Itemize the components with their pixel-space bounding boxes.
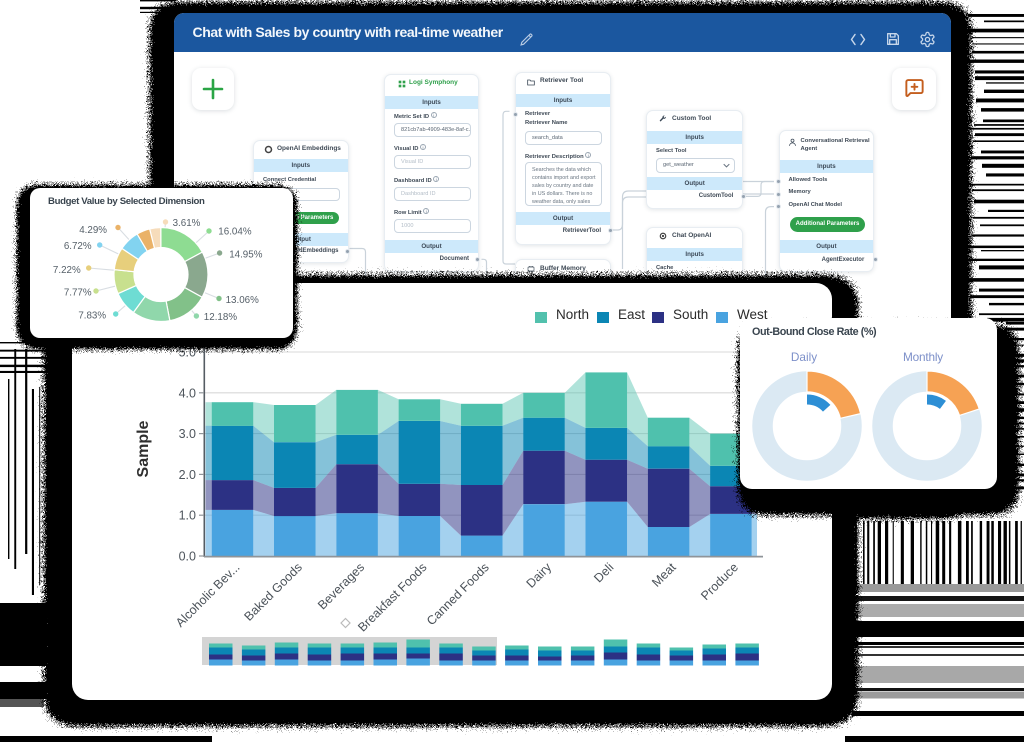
svg-text:7.22%: 7.22% <box>53 265 81 276</box>
svg-text:6.72%: 6.72% <box>64 241 92 252</box>
svg-text:14.95%: 14.95% <box>229 249 263 260</box>
svg-text:Out-Bound Close Rate (%): Out-Bound Close Rate (%) <box>752 326 877 338</box>
svg-text:16.04%: 16.04% <box>218 227 252 238</box>
svg-text:4.29%: 4.29% <box>79 225 107 236</box>
svg-text:Monthly: Monthly <box>903 350 943 364</box>
svg-text:Daily: Daily <box>791 350 817 364</box>
svg-text:12.18%: 12.18% <box>204 312 238 323</box>
svg-text:3.61%: 3.61% <box>173 218 201 229</box>
svg-text:13.06%: 13.06% <box>226 295 260 306</box>
svg-text:7.83%: 7.83% <box>78 311 106 322</box>
svg-text:7.77%: 7.77% <box>64 288 92 299</box>
svg-text:Budget Value by Selected Dimen: Budget Value by Selected Dimension <box>48 196 205 207</box>
